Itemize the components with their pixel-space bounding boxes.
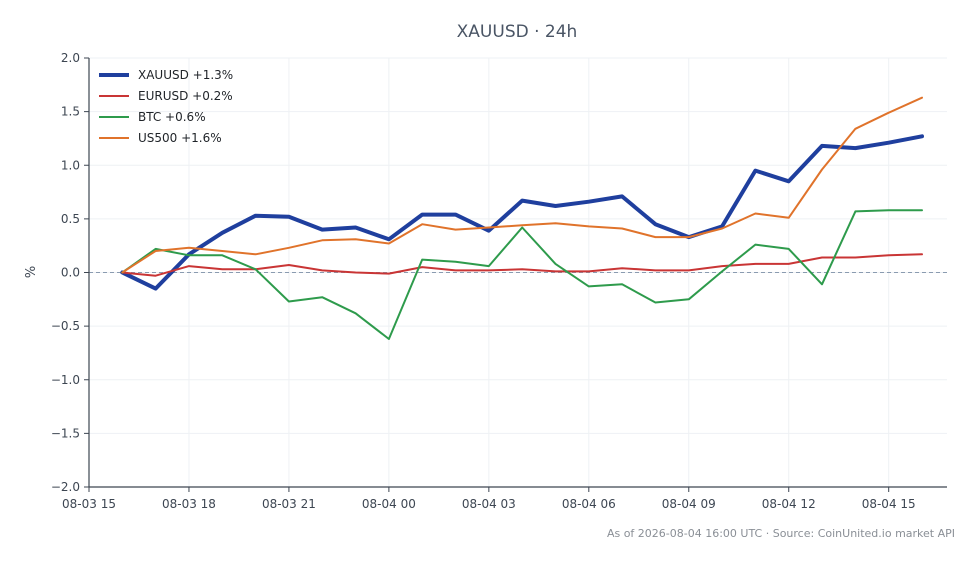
y-tick-label: 0.0 (61, 266, 80, 280)
y-tick-label: 0.5 (61, 212, 80, 226)
y-tick-label: 1.5 (61, 105, 80, 119)
y-tick-label: −1.0 (51, 373, 80, 387)
legend-label: BTC +0.6% (138, 110, 206, 124)
y-tick-label: −0.5 (51, 319, 80, 333)
x-tick-label: 08-03 15 (62, 497, 116, 511)
x-tick-label: 08-04 06 (562, 497, 616, 511)
x-tick-label: 08-03 18 (162, 497, 216, 511)
x-tick-label: 08-04 12 (762, 497, 816, 511)
y-tick-label: −1.5 (51, 426, 80, 440)
x-tick-label: 08-03 21 (262, 497, 316, 511)
footer-note: As of 2026-08-04 16:00 UTC · Source: Coi… (607, 527, 955, 540)
y-axis-ticks: −2.0 −1.5 −1.0 −0.5 0.0 0.5 1.0 1.5 2.0 (51, 51, 89, 494)
y-tick-label: 1.0 (61, 158, 80, 172)
series-line-3 (121, 96, 923, 274)
y-axis-label: % (24, 266, 39, 278)
legend: XAUUSD +1.3% EURUSD +0.2% BTC +0.6% US500 +… (99, 68, 233, 145)
legend-label: US500 +1.6% (138, 131, 222, 145)
y-tick-label: −2.0 (51, 480, 80, 494)
series-line-0 (120, 134, 924, 291)
legend-label: XAUUSD +1.3% (138, 68, 233, 82)
x-tick-label: 08-04 00 (362, 497, 416, 511)
x-axis-ticks: 08-03 15 08-03 18 08-03 21 08-04 00 08-04 03… (62, 487, 916, 511)
x-tick-label: 08-04 15 (862, 497, 916, 511)
y-tick-label: 2.0 (61, 51, 80, 65)
chart-title: XAUUSD · 24h (457, 22, 578, 42)
series-line-2 (121, 209, 923, 340)
x-tick-label: 08-04 09 (662, 497, 716, 511)
legend-label: EURUSD +0.2% (138, 89, 233, 103)
series-lines (120, 96, 924, 340)
x-tick-label: 08-04 03 (462, 497, 516, 511)
